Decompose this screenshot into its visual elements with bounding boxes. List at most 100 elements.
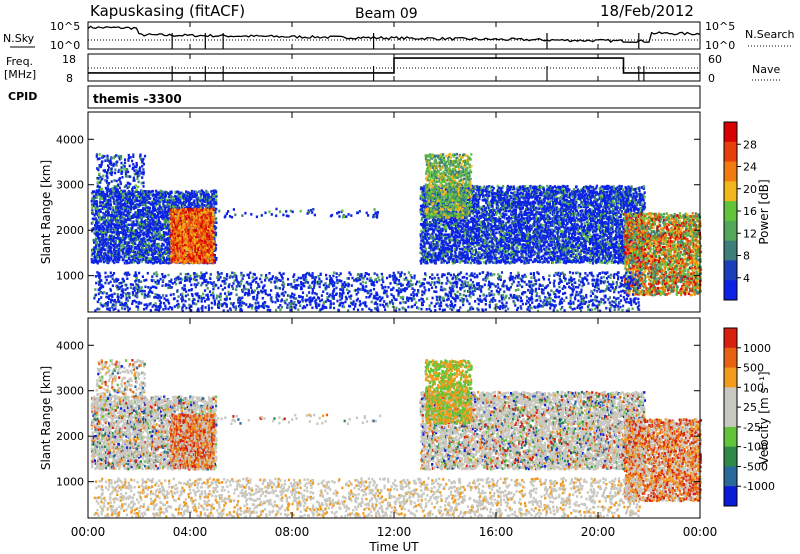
- echo-cell: [107, 255, 110, 258]
- echo-cell: [144, 199, 147, 203]
- echo-cell: [212, 192, 215, 196]
- echo-cell: [168, 201, 171, 204]
- echo-cell: [215, 202, 218, 206]
- echo-cell: [167, 261, 170, 265]
- echo-cell: [150, 222, 153, 225]
- echo-cell: [141, 246, 144, 250]
- echo-cell: [117, 232, 120, 236]
- echo-cell: [110, 168, 113, 172]
- echo-cell: [141, 227, 144, 230]
- echo-cell: [188, 201, 191, 204]
- echo-cell: [212, 213, 215, 216]
- echo-cell: [141, 203, 144, 207]
- echo-cell: [146, 201, 149, 204]
- noise-right-tick-top: 10^5: [705, 20, 735, 33]
- echo-cell: [130, 215, 133, 218]
- echo-cell: [148, 190, 151, 193]
- echo-cell: [115, 246, 118, 250]
- echo-cell: [122, 258, 125, 262]
- echo-cell: [109, 194, 112, 197]
- echo-cell: [159, 191, 162, 195]
- echo-cell: [165, 204, 168, 207]
- echo-cell: [127, 192, 130, 196]
- echo-cell: [128, 246, 131, 250]
- echo-cell: [123, 240, 126, 243]
- echo-cell: [215, 190, 218, 194]
- echo-cell: [130, 207, 133, 211]
- echo-cell: [311, 211, 314, 214]
- echo-cell: [158, 202, 161, 205]
- echo-cell: [98, 260, 101, 263]
- echo-cell: [199, 205, 202, 209]
- echo-cell: [115, 154, 118, 157]
- echo-cell: [211, 237, 214, 241]
- echo-cell: [154, 256, 157, 259]
- echo-cell: [122, 192, 125, 196]
- echo-cell: [122, 232, 125, 236]
- echo-cell: [110, 161, 113, 165]
- echo-cell: [123, 221, 126, 224]
- echo-cell: [448, 248, 451, 251]
- echo-cell: [98, 153, 101, 156]
- echo-cell: [105, 202, 108, 206]
- echo-cell: [98, 157, 101, 160]
- echo-cell: [215, 217, 218, 220]
- echo-cell: [90, 254, 93, 257]
- echo-cell: [156, 202, 159, 206]
- echo-cell: [132, 235, 135, 239]
- echo-cell: [133, 223, 136, 226]
- echo-cell: [147, 249, 150, 252]
- echo-cell: [163, 233, 166, 237]
- echo-cell: [459, 219, 462, 223]
- echo-cell: [155, 189, 158, 193]
- echo-cell: [124, 209, 127, 213]
- echo-cell: [93, 259, 96, 262]
- echo-cell: [128, 197, 131, 201]
- echo-cell: [179, 199, 182, 202]
- echo-cell: [162, 243, 165, 247]
- echo-cell: [106, 159, 109, 162]
- echo-cell: [113, 214, 116, 218]
- echo-cell: [133, 198, 136, 202]
- echo-cell: [153, 227, 157, 231]
- echo-cell: [148, 237, 151, 241]
- echo-cell: [198, 206, 201, 209]
- echo-cell: [117, 212, 121, 216]
- echo-cell: [123, 217, 126, 220]
- echo-cell: [138, 259, 141, 262]
- echo-cell: [214, 233, 217, 236]
- echo-cell: [149, 212, 153, 216]
- echo-cell: [122, 213, 125, 216]
- echo-cell: [156, 251, 160, 255]
- echo-cell: [97, 231, 100, 235]
- echo-cell: [130, 261, 133, 264]
- echo-cell: [159, 221, 162, 224]
- echo-cell: [130, 247, 133, 251]
- echo-cell: [202, 191, 206, 195]
- echo-cell: [139, 192, 142, 196]
- echo-cell: [93, 241, 96, 244]
- echo-cell: [147, 224, 150, 228]
- echo-cell: [125, 255, 128, 259]
- echo-cell: [167, 255, 170, 259]
- echo-cell: [139, 166, 142, 169]
- echo-cell: [105, 244, 109, 247]
- echo-cell: [113, 202, 116, 205]
- echo-cell: [121, 250, 125, 254]
- echo-cell: [123, 201, 127, 205]
- echo-cell: [154, 249, 157, 253]
- echo-cell: [120, 166, 123, 169]
- freq-trace: [88, 57, 700, 74]
- echo-cell: [115, 232, 118, 236]
- echo-cell: [162, 195, 165, 199]
- echo-cell: [114, 200, 118, 204]
- echo-cell: [135, 220, 139, 223]
- echo-cell: [177, 191, 180, 194]
- echo-cell: [150, 248, 154, 252]
- echo-cell: [118, 218, 122, 222]
- echo-cell: [124, 208, 128, 211]
- echo-cell: [135, 246, 138, 249]
- echo-cell: [107, 252, 110, 256]
- echo-cell: [121, 225, 124, 228]
- echo-cell: [101, 225, 104, 228]
